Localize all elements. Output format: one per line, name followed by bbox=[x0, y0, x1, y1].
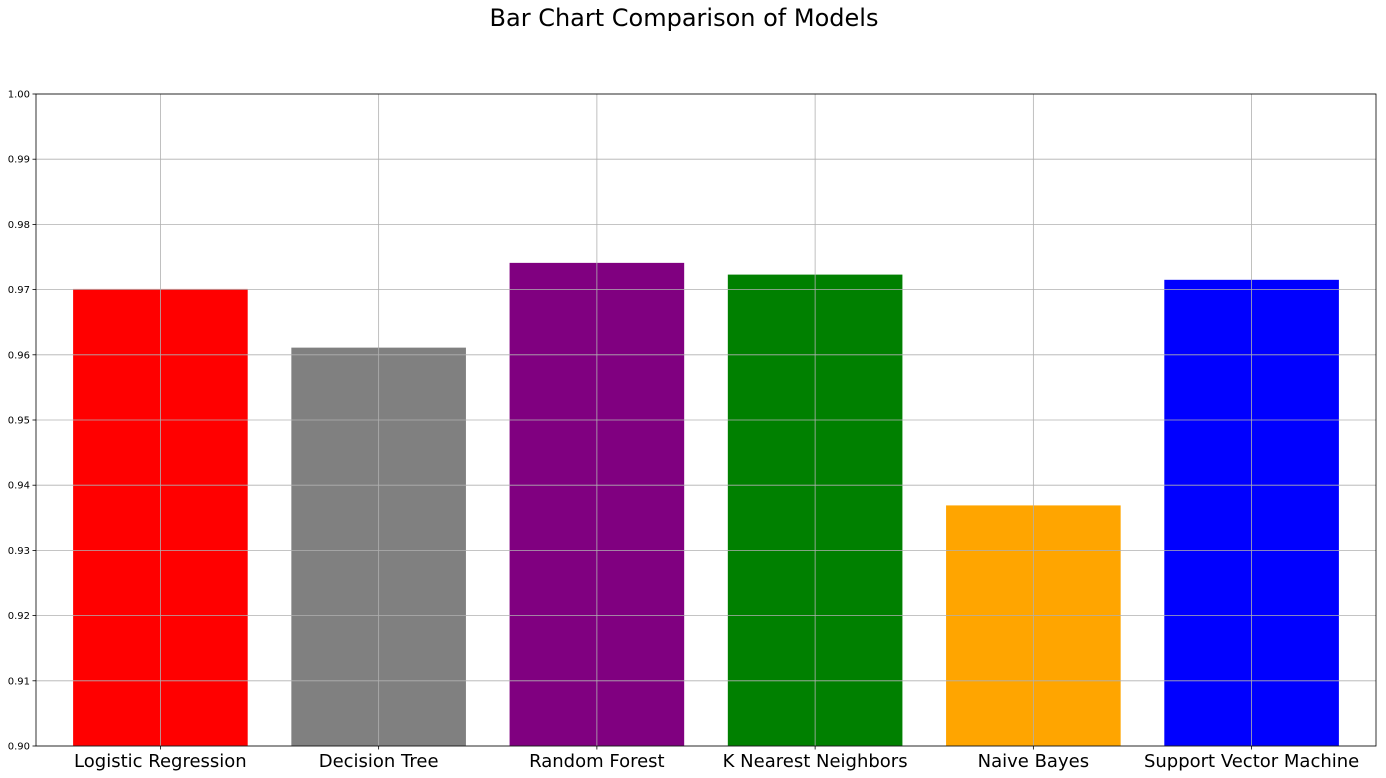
x-tick-label: Support Vector Machine bbox=[1144, 751, 1359, 772]
x-tick-label: K Nearest Neighbors bbox=[723, 751, 908, 772]
y-axis-ticks: 0.90 0.91 0.92 0.93 0.94 0.95 0.96 0.97 0.98 0.99… bbox=[8, 90, 36, 753]
y-tick-label: 0.94 bbox=[8, 481, 30, 492]
x-tick-label: Random Forest bbox=[529, 751, 664, 772]
y-tick-label: 0.97 bbox=[8, 285, 30, 296]
x-axis-ticks: Logistic Regression Decision Tree Random F… bbox=[74, 746, 1359, 772]
y-tick-label: 0.96 bbox=[8, 350, 30, 361]
y-tick-label: 0.99 bbox=[8, 155, 30, 166]
x-tick-label: Logistic Regression bbox=[74, 751, 247, 772]
y-tick-label: 0.92 bbox=[8, 611, 30, 622]
y-tick-label: 0.90 bbox=[8, 742, 30, 753]
y-tick-label: 0.91 bbox=[8, 676, 30, 687]
y-tick-label: 1.00 bbox=[8, 90, 30, 101]
chart-title: Bar Chart Comparison of Models bbox=[490, 4, 879, 32]
x-tick-label: Naive Bayes bbox=[978, 751, 1089, 772]
y-tick-label: 0.95 bbox=[8, 416, 30, 427]
bars bbox=[73, 262, 1339, 746]
y-tick-label: 0.98 bbox=[8, 220, 30, 231]
x-tick-label: Decision Tree bbox=[319, 751, 439, 772]
y-tick-label: 0.93 bbox=[8, 546, 30, 557]
